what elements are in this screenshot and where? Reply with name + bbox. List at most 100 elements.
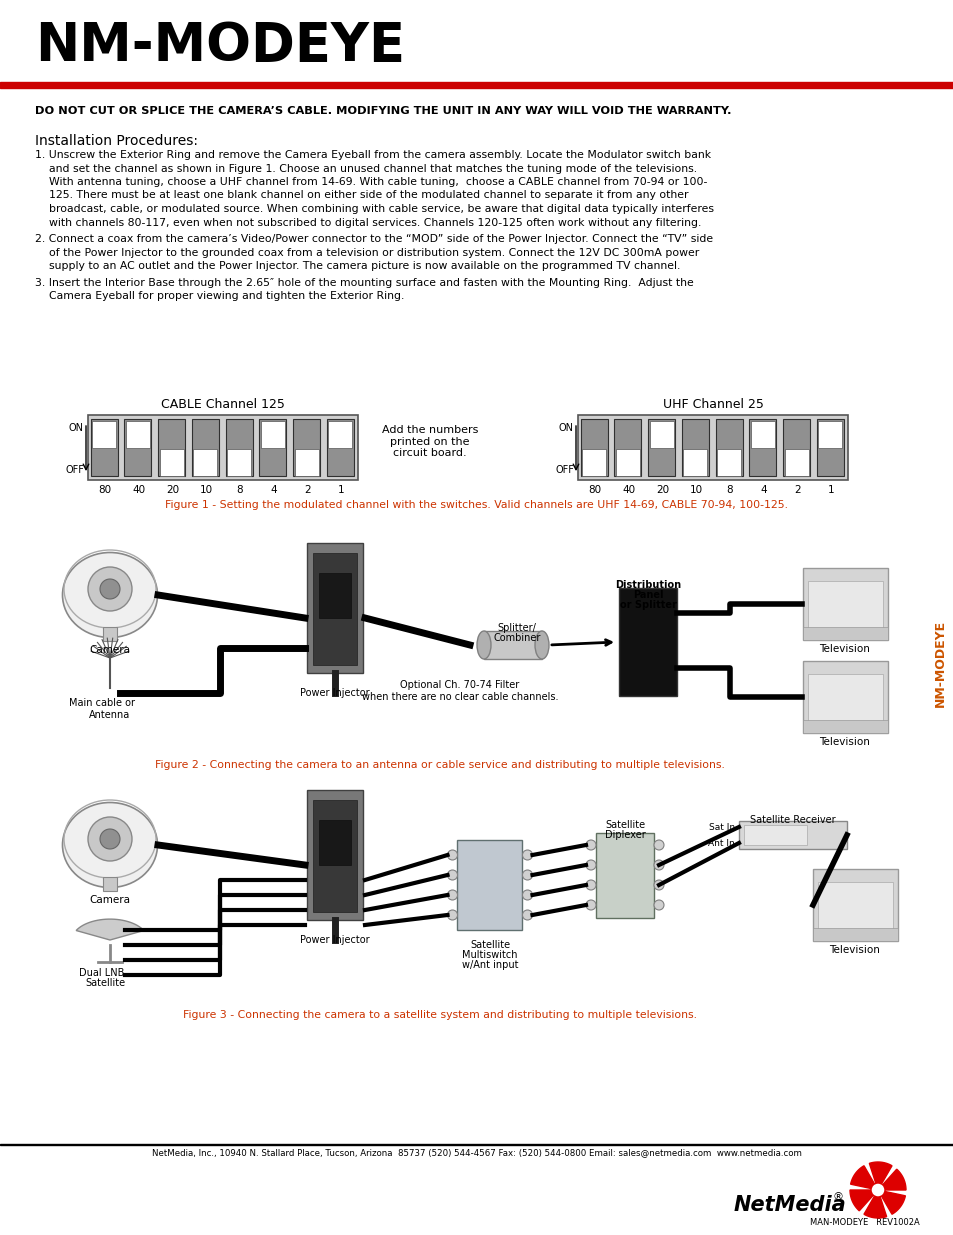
Text: 125. There must be at least one blank channel on either side of the modulated ch: 125. There must be at least one blank ch… <box>35 190 688 200</box>
Text: or Splitter: or Splitter <box>618 600 676 610</box>
Bar <box>313 800 356 911</box>
Text: 2. Connect a coax from the camera’s Video/Power connector to the “MOD” side of t: 2. Connect a coax from the camera’s Vide… <box>35 233 713 245</box>
Ellipse shape <box>476 631 491 659</box>
Bar <box>749 419 776 475</box>
Bar <box>261 421 285 448</box>
Text: when there are no clear cable channels.: when there are no clear cable channels. <box>361 692 558 701</box>
Bar <box>739 821 846 848</box>
Bar <box>328 421 352 448</box>
Bar <box>715 419 742 475</box>
Text: 1: 1 <box>337 485 344 495</box>
Bar <box>318 820 351 864</box>
Bar <box>103 877 117 890</box>
Bar <box>158 419 185 475</box>
Circle shape <box>447 850 457 860</box>
Bar <box>802 568 887 640</box>
Polygon shape <box>877 1191 904 1214</box>
Text: Figure 3 - Connecting the camera to a satellite system and distributing to multi: Figure 3 - Connecting the camera to a sa… <box>183 1010 697 1020</box>
Text: 20: 20 <box>655 485 668 495</box>
Bar <box>681 419 708 475</box>
Text: and set the channel as shown in Figure 1. Choose an unused channel that matches : and set the channel as shown in Figure 1… <box>35 163 697 173</box>
Text: 80: 80 <box>588 485 600 495</box>
Ellipse shape <box>63 552 157 637</box>
Text: Installation Procedures:: Installation Procedures: <box>35 135 198 148</box>
Text: Satellite: Satellite <box>470 940 510 950</box>
Bar <box>596 832 654 918</box>
Text: Dual LNB: Dual LNB <box>79 968 125 978</box>
Text: supply to an AC outlet and the Power Injector. The camera picture is now availab: supply to an AC outlet and the Power Inj… <box>35 261 679 270</box>
Circle shape <box>522 910 532 920</box>
Text: of the Power Injector to the grounded coax from a television or distribution sys: of the Power Injector to the grounded co… <box>35 247 699 258</box>
Text: NetMedia, Inc., 10940 N. Stallard Place, Tucson, Arizona  85737 (520) 544-4567 F: NetMedia, Inc., 10940 N. Stallard Place,… <box>152 1149 801 1157</box>
Text: 4: 4 <box>270 485 276 495</box>
Bar <box>318 573 351 618</box>
Bar <box>812 927 897 941</box>
Bar <box>717 448 740 475</box>
Text: CABLE Channel 125: CABLE Channel 125 <box>161 398 285 411</box>
Text: 3. Insert the Interior Base through the 2.65″ hole of the mounting surface and f: 3. Insert the Interior Base through the … <box>35 278 693 288</box>
Circle shape <box>585 860 596 869</box>
Text: Television: Television <box>819 737 869 747</box>
Bar <box>807 674 882 727</box>
Text: 2: 2 <box>793 485 800 495</box>
Ellipse shape <box>535 631 548 659</box>
Text: Camera: Camera <box>90 895 131 905</box>
Text: 1. Unscrew the Exterior Ring and remove the Camera Eyeball from the camera assem: 1. Unscrew the Exterior Ring and remove … <box>35 149 710 161</box>
Bar <box>581 448 605 475</box>
Bar <box>616 448 639 475</box>
Text: Satellite Receiver: Satellite Receiver <box>749 815 835 825</box>
Bar <box>649 421 673 448</box>
Bar <box>88 415 357 480</box>
Circle shape <box>522 850 532 860</box>
Bar <box>124 419 152 475</box>
Bar <box>802 627 887 640</box>
Bar <box>578 415 847 480</box>
Bar <box>743 825 806 845</box>
Bar <box>782 419 809 475</box>
Bar <box>103 627 117 641</box>
Polygon shape <box>850 1166 877 1191</box>
Circle shape <box>870 1183 884 1197</box>
Text: Television: Television <box>829 945 880 955</box>
Bar <box>816 419 843 475</box>
Bar <box>457 840 522 930</box>
Text: 40: 40 <box>621 485 635 495</box>
Text: Figure 2 - Connecting the camera to an antenna or cable service and distributing: Figure 2 - Connecting the camera to an a… <box>155 760 724 769</box>
Circle shape <box>447 869 457 881</box>
Text: Main cable or: Main cable or <box>69 698 135 708</box>
Text: 4: 4 <box>760 485 766 495</box>
Circle shape <box>447 890 457 900</box>
Text: Power Injector: Power Injector <box>300 688 370 698</box>
Text: Add the numbers
printed on the
circuit board.: Add the numbers printed on the circuit b… <box>381 425 477 458</box>
Text: 2: 2 <box>304 485 311 495</box>
Circle shape <box>522 869 532 881</box>
Text: with channels 80-117, even when not subscribed to digital services. Channels 120: with channels 80-117, even when not subs… <box>35 217 700 227</box>
Text: OFF: OFF <box>65 466 84 475</box>
Text: With antenna tuning, choose a UHF channel from 14-69. With cable tuning,  choose: With antenna tuning, choose a UHF channe… <box>35 177 706 186</box>
Text: 8: 8 <box>236 485 243 495</box>
Text: 10: 10 <box>199 485 213 495</box>
Text: 40: 40 <box>132 485 145 495</box>
Bar <box>750 421 774 448</box>
Text: 20: 20 <box>166 485 179 495</box>
Bar <box>307 790 363 920</box>
Bar <box>307 543 363 673</box>
Text: broadcast, cable, or modulated source. When combining with cable service, be awa: broadcast, cable, or modulated source. W… <box>35 204 713 214</box>
Bar <box>294 448 318 475</box>
Circle shape <box>522 890 532 900</box>
Bar <box>682 448 707 475</box>
Polygon shape <box>849 1191 877 1210</box>
Text: OFF: OFF <box>555 466 574 475</box>
Text: w/Ant input: w/Ant input <box>461 960 517 969</box>
Bar <box>614 419 640 475</box>
Circle shape <box>585 840 596 850</box>
Circle shape <box>654 840 663 850</box>
Bar <box>802 661 887 734</box>
Circle shape <box>100 579 120 599</box>
Text: DO NOT CUT OR SPLICE THE CAMERA’S CABLE. MODIFYING THE UNIT IN ANY WAY WILL VOID: DO NOT CUT OR SPLICE THE CAMERA’S CABLE.… <box>35 106 731 116</box>
Bar <box>92 421 116 448</box>
Text: ON: ON <box>558 424 574 433</box>
Bar <box>193 448 217 475</box>
Text: NM-MODEYE: NM-MODEYE <box>933 620 945 708</box>
Ellipse shape <box>63 803 157 888</box>
